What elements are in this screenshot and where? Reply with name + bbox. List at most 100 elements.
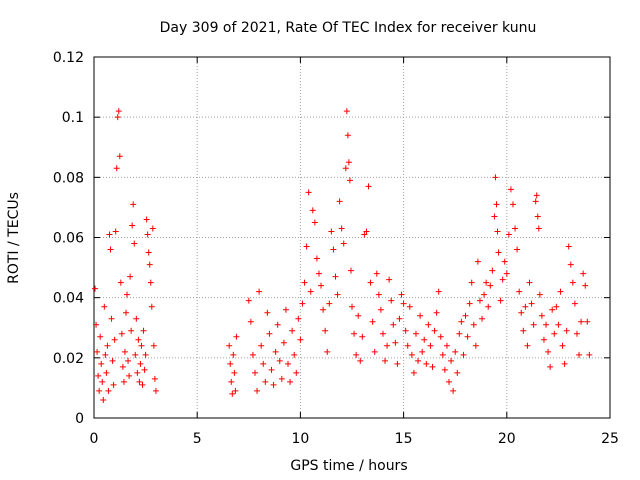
data-point — [229, 390, 236, 397]
data-point — [295, 315, 302, 322]
data-point — [258, 342, 265, 349]
data-point — [228, 378, 235, 385]
data-point — [495, 249, 502, 256]
data-point — [132, 351, 139, 358]
data-point — [522, 303, 529, 310]
data-point — [97, 333, 104, 340]
data-point — [468, 279, 475, 286]
data-point — [494, 228, 501, 235]
data-point — [147, 279, 154, 286]
data-point — [582, 282, 589, 289]
data-point — [227, 360, 234, 367]
data-point — [404, 342, 411, 349]
data-point — [109, 357, 116, 364]
data-point — [466, 300, 473, 307]
data-point — [491, 213, 498, 220]
data-point — [126, 372, 133, 379]
data-point — [106, 231, 113, 238]
data-point — [503, 270, 510, 277]
data-point — [532, 198, 539, 205]
data-point — [342, 165, 349, 172]
data-point — [140, 327, 147, 334]
data-point — [507, 186, 514, 193]
data-point — [412, 330, 419, 337]
data-point — [134, 369, 141, 376]
data-point — [476, 297, 483, 304]
data-point — [274, 321, 281, 328]
data-point — [425, 321, 432, 328]
data-point — [231, 369, 238, 376]
axis-ticks — [93, 56, 611, 419]
data-point — [400, 300, 407, 307]
data-point — [497, 297, 504, 304]
data-point — [101, 303, 108, 310]
data-point — [448, 357, 455, 364]
data-point — [282, 306, 289, 313]
data-point — [293, 369, 300, 376]
data-point — [584, 318, 591, 325]
data-point — [382, 357, 389, 364]
data-point — [353, 351, 360, 358]
data-point — [547, 363, 554, 370]
x-tick-label: 20 — [498, 431, 516, 447]
data-point — [493, 201, 500, 208]
data-point — [272, 348, 279, 355]
data-point — [349, 303, 355, 310]
data-point — [371, 348, 378, 355]
y-tick-label: 0.1 — [62, 110, 84, 126]
data-point — [573, 330, 580, 337]
data-point — [483, 279, 490, 286]
data-point — [417, 312, 424, 319]
data-point — [545, 348, 552, 355]
data-point — [338, 225, 345, 232]
data-point — [324, 348, 331, 355]
data-point — [437, 333, 444, 340]
data-point — [567, 261, 574, 268]
data-point — [501, 258, 508, 265]
data-point — [336, 198, 343, 205]
data-point — [144, 231, 151, 238]
data-point — [108, 315, 115, 322]
data-point — [152, 387, 159, 394]
data-point — [139, 381, 146, 388]
data-point — [98, 360, 105, 367]
data-points — [92, 108, 593, 403]
data-point — [367, 279, 374, 286]
data-point — [249, 351, 256, 358]
data-point — [514, 246, 521, 253]
data-point — [104, 342, 111, 349]
data-point — [130, 201, 137, 208]
data-point — [114, 114, 121, 121]
data-point — [516, 288, 523, 295]
data-point — [526, 279, 533, 286]
data-point — [373, 270, 380, 277]
data-point — [543, 321, 550, 328]
data-point — [122, 309, 129, 316]
data-point — [100, 396, 107, 403]
data-point — [408, 351, 415, 358]
data-point — [355, 312, 362, 319]
data-point — [586, 351, 593, 358]
data-point — [133, 315, 140, 322]
data-point — [124, 291, 131, 298]
x-tick-label: 0 — [90, 431, 99, 447]
data-point — [406, 303, 413, 310]
data-point — [111, 336, 118, 343]
data-point — [112, 228, 119, 235]
data-point — [505, 231, 512, 238]
data-point — [334, 291, 341, 298]
data-point — [472, 342, 479, 349]
data-point — [266, 330, 273, 337]
data-point — [340, 240, 347, 247]
data-point — [138, 342, 145, 349]
data-point — [578, 318, 585, 325]
data-point — [121, 348, 128, 355]
data-point — [524, 342, 531, 349]
data-point — [530, 321, 537, 328]
data-point — [115, 108, 122, 115]
data-point — [145, 249, 152, 256]
data-point — [135, 336, 142, 343]
data-point — [328, 228, 335, 235]
data-point — [509, 201, 516, 208]
data-point — [330, 246, 337, 253]
